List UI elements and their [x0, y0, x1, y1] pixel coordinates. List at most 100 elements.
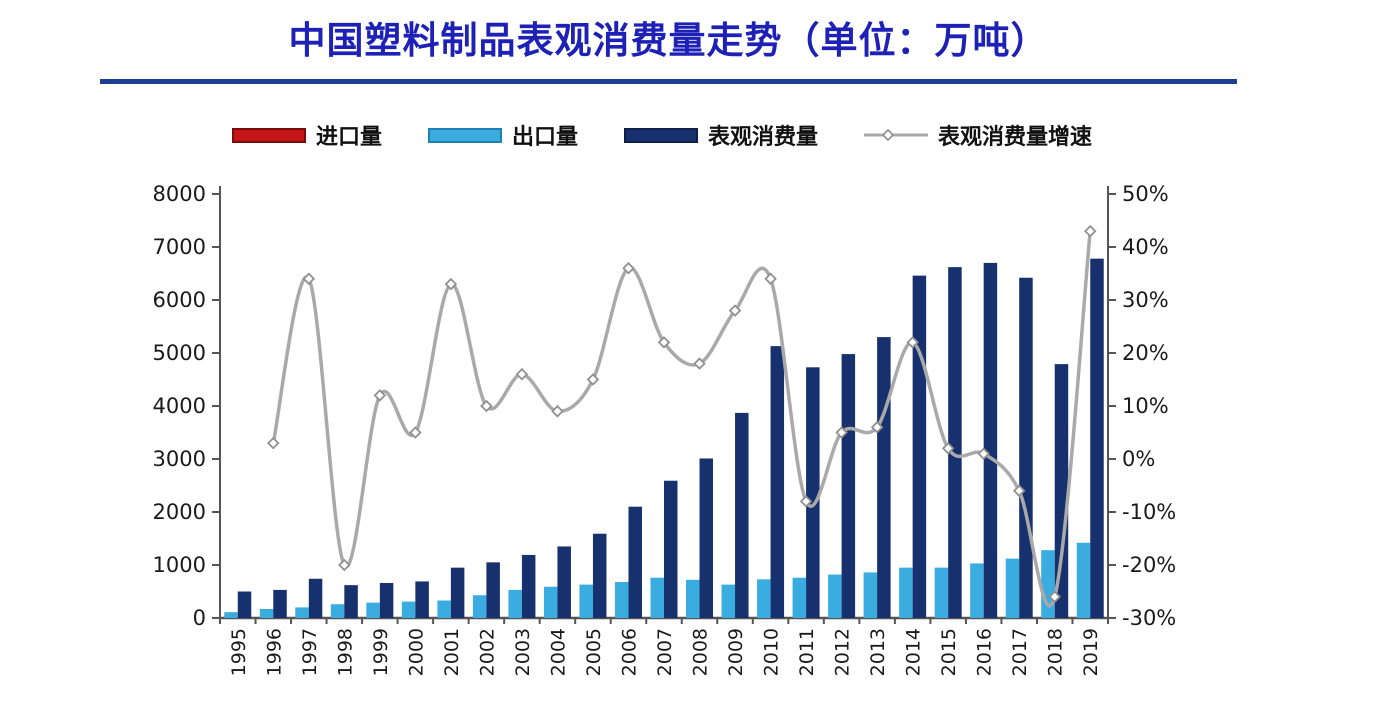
- bar-consumption-2012: [841, 354, 856, 618]
- right-axis-label: 50%: [1122, 182, 1169, 206]
- bar-export-2014: [899, 567, 913, 618]
- bar-export-2007: [650, 577, 664, 618]
- x-axis-label-1998: 1998: [334, 628, 356, 676]
- growth-marker: [1048, 590, 1061, 604]
- bar-consumption-2004: [557, 546, 571, 618]
- bar-consumption-2003: [521, 554, 536, 618]
- growth-marker: [1012, 484, 1026, 498]
- left-axis-label: 5000: [153, 341, 206, 365]
- bar-export-2002: [472, 595, 487, 618]
- right-axis-label: 30%: [1122, 288, 1169, 312]
- x-axis-label-2016: 2016: [974, 628, 996, 676]
- legend-label-export: 出口量: [512, 125, 579, 150]
- right-axis-label: -30%: [1122, 606, 1176, 630]
- bar-export-2017: [1005, 558, 1020, 618]
- bar-consumption-2006: [628, 506, 642, 618]
- chart-canvas: 0 1000 2000 3000 4000 5000 6000 7000 8000 -30% -20…: [153, 182, 1177, 676]
- legend-label-growth: 表观消费量增速: [938, 125, 1093, 150]
- bar-consumption-1999: [379, 583, 394, 618]
- bar-consumption-2019: [1090, 258, 1104, 618]
- bar-export-2004: [543, 586, 558, 618]
- bar-export-2013: [863, 572, 878, 618]
- bar-export-2016: [970, 563, 984, 618]
- x-axis-label-2011: 2011: [796, 628, 818, 676]
- chart-title: 中国塑料制品表观消费量走势（单位：万吨）: [288, 19, 1049, 62]
- bar-export-1995: [224, 612, 238, 618]
- growth-marker: [338, 558, 351, 572]
- legend-swatch-import-icon: [232, 127, 306, 143]
- growth-marker: [373, 389, 387, 402]
- x-axis-label-2013: 2013: [867, 628, 889, 676]
- right-axis-label: -10%: [1122, 500, 1176, 524]
- growth-marker: [657, 336, 671, 349]
- bar-consumption-2017: [1019, 277, 1033, 618]
- x-axis-label-2006: 2006: [618, 628, 640, 676]
- bar-export-2012: [828, 574, 842, 618]
- left-axis-label: 8000: [153, 182, 206, 206]
- x-axis-label-2012: 2012: [832, 628, 854, 676]
- left-axis-label: 3000: [153, 447, 206, 471]
- x-axis-label-2003: 2003: [512, 628, 534, 676]
- growth-marker: [728, 304, 742, 317]
- bar-consumption-1996: [273, 589, 287, 618]
- growth-marker: [870, 420, 884, 434]
- x-axis-label-2017: 2017: [1009, 628, 1031, 676]
- growth-marker: [444, 277, 458, 291]
- bar-consumption-2010: [770, 346, 785, 618]
- bar-consumption-2009: [735, 412, 749, 618]
- bar-export-2010: [757, 579, 771, 618]
- bar-export-2018: [1041, 550, 1055, 618]
- bar-export-2006: [614, 581, 629, 618]
- legend-item-import: 进口量: [232, 119, 382, 151]
- x-axis-label-1999: 1999: [370, 628, 392, 676]
- legend-item-growth: 表观消费量增速: [864, 119, 1092, 151]
- x-axis-label-2018: 2018: [1045, 628, 1067, 676]
- bar-consumption-2018: [1054, 364, 1069, 618]
- bar-consumption-2013: [877, 337, 891, 618]
- x-axis-label-1996: 1996: [263, 628, 285, 676]
- bar-export-1997: [295, 607, 309, 618]
- legend-item-consumption: 表观消费量: [624, 119, 818, 151]
- bar-export-1996: [259, 608, 274, 618]
- bar-export-1999: [366, 602, 380, 618]
- bar-consumption-2016: [983, 262, 998, 618]
- growth-marker: [977, 447, 990, 460]
- bar-export-2000: [401, 601, 416, 618]
- legend-line-sample-icon: [864, 128, 929, 142]
- bar-consumption-2011: [806, 367, 820, 618]
- bar-consumption-2000: [415, 581, 429, 618]
- bar-export-2003: [508, 589, 522, 618]
- growth-marker: [835, 426, 848, 439]
- left-axis-label: 7000: [153, 235, 206, 259]
- growth-marker: [1083, 224, 1097, 238]
- growth-marker: [480, 399, 493, 413]
- bar-consumption-2005: [592, 533, 607, 618]
- growth-marker: [302, 272, 316, 286]
- bar-export-2019: [1076, 542, 1091, 618]
- bar-export-2015: [934, 567, 949, 618]
- growth-marker: [764, 272, 777, 286]
- growth-marker: [586, 373, 600, 386]
- x-axis-label-2015: 2015: [938, 628, 960, 676]
- bar-export-2005: [579, 584, 593, 618]
- legend-swatch-consumption-icon: [624, 127, 699, 143]
- growth-marker: [622, 261, 635, 275]
- bar-consumption-2014: [912, 275, 927, 618]
- title-underline: [100, 79, 1237, 84]
- bar-export-2011: [792, 577, 807, 618]
- bar-consumption-1998: [344, 585, 358, 618]
- right-axis-label: -20%: [1122, 553, 1176, 577]
- legend-swatch-export-icon: [428, 127, 503, 143]
- bar-consumption-2007: [664, 480, 678, 618]
- bar-export-2001: [437, 600, 451, 618]
- x-axis-label-2001: 2001: [441, 628, 463, 676]
- x-axis-label-2004: 2004: [547, 628, 569, 676]
- left-axis-label: 2000: [153, 500, 206, 524]
- right-axis-label: 0%: [1122, 447, 1155, 471]
- legend-item-export: 出口量: [428, 119, 578, 151]
- x-axis-label-1997: 1997: [299, 628, 321, 676]
- bar-export-2009: [721, 584, 736, 618]
- growth-marker: [799, 495, 813, 508]
- growth-marker: [515, 367, 529, 381]
